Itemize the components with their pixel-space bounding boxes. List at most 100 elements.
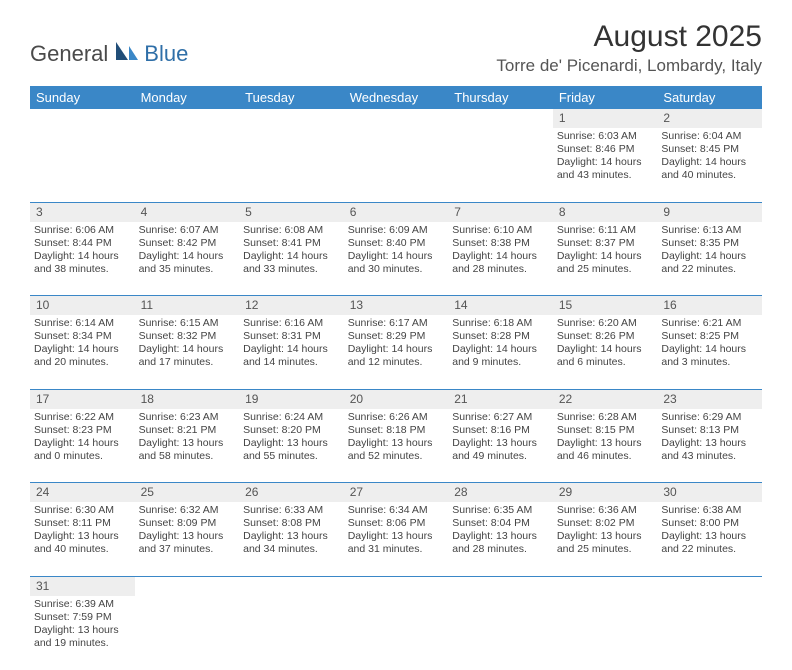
- day-line: Sunset: 8:00 PM: [661, 517, 758, 530]
- day-cell: Sunrise: 6:20 AMSunset: 8:26 PMDaylight:…: [553, 315, 658, 389]
- day-cell: Sunrise: 6:14 AMSunset: 8:34 PMDaylight:…: [30, 315, 135, 389]
- day-line: Sunset: 8:44 PM: [34, 237, 131, 250]
- day-line: Sunrise: 6:27 AM: [452, 411, 549, 424]
- day-number: 9: [657, 202, 762, 222]
- day-line: Sunset: 8:16 PM: [452, 424, 549, 437]
- day-cell: Sunrise: 6:28 AMSunset: 8:15 PMDaylight:…: [553, 409, 658, 483]
- day-cell: Sunrise: 6:30 AMSunset: 8:11 PMDaylight:…: [30, 502, 135, 576]
- day-number: 21: [448, 389, 553, 409]
- day-cell: Sunrise: 6:08 AMSunset: 8:41 PMDaylight:…: [239, 222, 344, 296]
- day-cell: Sunrise: 6:03 AMSunset: 8:46 PMDaylight:…: [553, 128, 658, 202]
- daynum-row: 24252627282930: [30, 483, 762, 503]
- day-line: Sunrise: 6:04 AM: [661, 130, 758, 143]
- day-line: Sunrise: 6:28 AM: [557, 411, 654, 424]
- day-number: [448, 109, 553, 128]
- day-number: 27: [344, 483, 449, 503]
- day-line: Daylight: 13 hours: [661, 530, 758, 543]
- day-line: Daylight: 13 hours: [452, 530, 549, 543]
- day-cell: Sunrise: 6:04 AMSunset: 8:45 PMDaylight:…: [657, 128, 762, 202]
- day-number: 13: [344, 296, 449, 316]
- day-line: Sunrise: 6:22 AM: [34, 411, 131, 424]
- day-line: Sunset: 8:20 PM: [243, 424, 340, 437]
- day-cell: [448, 596, 553, 670]
- day-line: and 6 minutes.: [557, 356, 654, 369]
- day-line: and 14 minutes.: [243, 356, 340, 369]
- day-line: Daylight: 14 hours: [661, 156, 758, 169]
- day-line: and 25 minutes.: [557, 263, 654, 276]
- day-number: 4: [135, 202, 240, 222]
- day-line: and 22 minutes.: [661, 543, 758, 556]
- day-line: and 19 minutes.: [34, 637, 131, 650]
- day-line: Daylight: 13 hours: [34, 624, 131, 637]
- day-line: Sunset: 8:26 PM: [557, 330, 654, 343]
- day-number: 8: [553, 202, 658, 222]
- day-line: Daylight: 14 hours: [348, 250, 445, 263]
- day-line: Sunset: 8:46 PM: [557, 143, 654, 156]
- day-content-row: Sunrise: 6:06 AMSunset: 8:44 PMDaylight:…: [30, 222, 762, 296]
- day-number: 24: [30, 483, 135, 503]
- day-line: Sunrise: 6:35 AM: [452, 504, 549, 517]
- day-content-row: Sunrise: 6:22 AMSunset: 8:23 PMDaylight:…: [30, 409, 762, 483]
- day-cell: Sunrise: 6:10 AMSunset: 8:38 PMDaylight:…: [448, 222, 553, 296]
- day-line: Sunset: 8:28 PM: [452, 330, 549, 343]
- day-line: Daylight: 13 hours: [243, 530, 340, 543]
- day-line: Daylight: 13 hours: [557, 530, 654, 543]
- day-number: [344, 109, 449, 128]
- day-line: and 0 minutes.: [34, 450, 131, 463]
- day-line: Sunset: 8:18 PM: [348, 424, 445, 437]
- day-line: Sunrise: 6:36 AM: [557, 504, 654, 517]
- day-content-row: Sunrise: 6:30 AMSunset: 8:11 PMDaylight:…: [30, 502, 762, 576]
- day-number: [135, 576, 240, 596]
- day-number: 3: [30, 202, 135, 222]
- day-line: Sunrise: 6:33 AM: [243, 504, 340, 517]
- day-line: Daylight: 14 hours: [557, 156, 654, 169]
- day-cell: Sunrise: 6:39 AMSunset: 7:59 PMDaylight:…: [30, 596, 135, 670]
- day-line: Sunset: 8:40 PM: [348, 237, 445, 250]
- day-line: Sunrise: 6:26 AM: [348, 411, 445, 424]
- day-number: [344, 576, 449, 596]
- day-line: Daylight: 14 hours: [452, 250, 549, 263]
- day-number: 23: [657, 389, 762, 409]
- weekday-header: Monday: [135, 86, 240, 109]
- day-line: and 55 minutes.: [243, 450, 340, 463]
- day-line: Sunrise: 6:20 AM: [557, 317, 654, 330]
- day-line: Daylight: 13 hours: [34, 530, 131, 543]
- day-line: Sunset: 8:11 PM: [34, 517, 131, 530]
- day-line: Sunset: 8:29 PM: [348, 330, 445, 343]
- day-number: 26: [239, 483, 344, 503]
- day-cell: Sunrise: 6:06 AMSunset: 8:44 PMDaylight:…: [30, 222, 135, 296]
- day-line: Sunset: 8:06 PM: [348, 517, 445, 530]
- day-line: Daylight: 14 hours: [557, 250, 654, 263]
- day-line: Sunrise: 6:38 AM: [661, 504, 758, 517]
- day-cell: [135, 596, 240, 670]
- day-line: Daylight: 14 hours: [452, 343, 549, 356]
- day-line: Daylight: 13 hours: [452, 437, 549, 450]
- day-line: Sunrise: 6:03 AM: [557, 130, 654, 143]
- day-line: and 37 minutes.: [139, 543, 236, 556]
- day-line: Sunrise: 6:30 AM: [34, 504, 131, 517]
- day-line: and 40 minutes.: [661, 169, 758, 182]
- day-line: Sunrise: 6:34 AM: [348, 504, 445, 517]
- day-line: Sunrise: 6:29 AM: [661, 411, 758, 424]
- day-number: [553, 576, 658, 596]
- day-line: Daylight: 14 hours: [139, 343, 236, 356]
- day-line: and 38 minutes.: [34, 263, 131, 276]
- day-line: Daylight: 14 hours: [348, 343, 445, 356]
- day-line: and 52 minutes.: [348, 450, 445, 463]
- day-line: Sunrise: 6:18 AM: [452, 317, 549, 330]
- location: Torre de' Picenardi, Lombardy, Italy: [496, 56, 762, 76]
- day-line: Daylight: 14 hours: [557, 343, 654, 356]
- day-line: Sunrise: 6:09 AM: [348, 224, 445, 237]
- day-number: 28: [448, 483, 553, 503]
- day-cell: Sunrise: 6:09 AMSunset: 8:40 PMDaylight:…: [344, 222, 449, 296]
- day-cell: Sunrise: 6:33 AMSunset: 8:08 PMDaylight:…: [239, 502, 344, 576]
- day-line: and 22 minutes.: [661, 263, 758, 276]
- day-line: Daylight: 14 hours: [34, 343, 131, 356]
- day-cell: Sunrise: 6:17 AMSunset: 8:29 PMDaylight:…: [344, 315, 449, 389]
- day-line: and 9 minutes.: [452, 356, 549, 369]
- day-number: 25: [135, 483, 240, 503]
- day-line: and 20 minutes.: [34, 356, 131, 369]
- day-line: Sunset: 8:02 PM: [557, 517, 654, 530]
- daynum-row: 31: [30, 576, 762, 596]
- day-line: Sunrise: 6:24 AM: [243, 411, 340, 424]
